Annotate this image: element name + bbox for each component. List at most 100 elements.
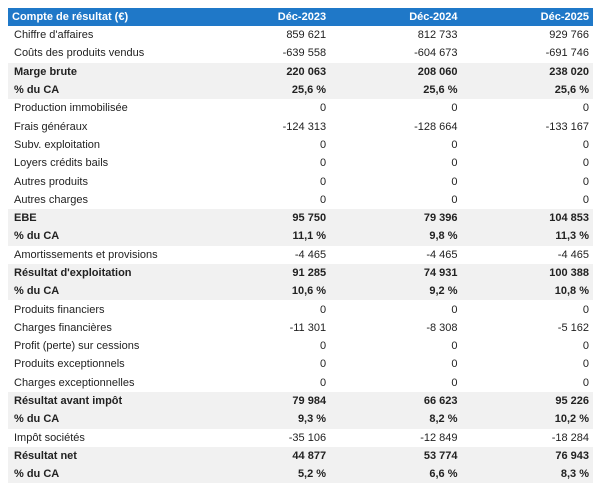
value-cell: 0: [451, 376, 458, 389]
value-cell: 79 396: [330, 208, 462, 228]
value-cell: 25,6 %: [330, 80, 462, 100]
value-cell: -8 308: [426, 321, 458, 334]
value-cell: 95 750: [198, 208, 331, 228]
table-row: % du CA 11,1 % 9,8 % 11,3 %: [8, 227, 593, 246]
value-cell: -604 673: [414, 47, 458, 60]
value-cell: 0: [319, 138, 327, 151]
table-row: Résultat net 44 877 53 774 76 943: [8, 446, 593, 466]
value-cell: -691 746: [545, 47, 589, 60]
header-cell: Compte de résultat (€): [8, 8, 199, 26]
value-cell: 0: [582, 193, 589, 206]
value-cell: 929 766: [549, 29, 589, 42]
value-cell: 79 984: [198, 391, 331, 411]
value-cell: -128 664: [414, 120, 458, 133]
header-row: Compte de résultat (€) Déc-2023 Déc-2024 Dé…: [8, 8, 593, 26]
value-cell: 66 623: [330, 391, 462, 411]
value-cell: 104 853: [461, 208, 593, 228]
table-row: Profit (perte) sur cessions 0 0 0: [8, 337, 593, 355]
value-cell: 11,3 %: [461, 227, 593, 246]
row-label: Résultat net: [8, 446, 199, 466]
value-cell: 74 931: [330, 263, 462, 283]
table-row: Produits financiers 0 0 0: [8, 300, 593, 318]
value-cell: -11 301: [289, 321, 327, 334]
value-cell: -639 558: [282, 47, 327, 60]
row-label: Amortissements et provisions: [14, 248, 158, 261]
table-row: % du CA 10,6 % 9,2 % 10,8 %: [8, 282, 593, 301]
table-row: Charges exceptionnelles 0 0 0: [8, 374, 593, 392]
table-row: Charges financières -11 301 -8 308 -5 162: [8, 319, 593, 337]
value-cell: 0: [582, 358, 589, 371]
value-cell: 0: [582, 303, 589, 316]
value-cell: -4 465: [557, 248, 589, 261]
value-cell: 0: [582, 138, 589, 151]
row-label: EBE: [8, 208, 199, 228]
row-label: % du CA: [8, 80, 199, 100]
value-cell: 8,3 %: [461, 465, 593, 484]
value-cell: 10,8 %: [461, 282, 593, 301]
value-cell: 5,2 %: [198, 465, 331, 484]
value-cell: 0: [319, 376, 327, 389]
table-row: Production immobilisée 0 0 0: [8, 99, 593, 117]
value-cell: -5 162: [557, 321, 589, 334]
value-cell: 25,6 %: [461, 80, 593, 100]
row-label: % du CA: [8, 465, 199, 484]
value-cell: 0: [319, 340, 327, 353]
value-cell: 0: [319, 102, 327, 115]
value-cell: 0: [582, 175, 589, 188]
value-cell: -4 465: [426, 248, 458, 261]
row-label: Subv. exploitation: [14, 138, 101, 151]
row-label: Loyers crédits bails: [14, 157, 109, 170]
value-cell: 238 020: [461, 62, 593, 81]
header-cell: Déc-2024: [330, 8, 462, 26]
value-cell: 0: [319, 193, 327, 206]
value-cell: 0: [451, 340, 458, 353]
value-cell: -133 167: [545, 120, 589, 133]
value-cell: 812 733: [417, 29, 458, 42]
row-label: Marge brute: [8, 62, 199, 81]
table-row: Coûts des produits vendus -639 558 -604 67…: [8, 44, 593, 62]
row-label: Profit (perte) sur cessions: [14, 340, 140, 353]
value-cell: 208 060: [330, 62, 462, 81]
row-label: Résultat d'exploitation: [8, 263, 199, 283]
value-cell: 0: [451, 157, 458, 170]
value-cell: 11,1 %: [198, 227, 331, 246]
value-cell: 8,2 %: [330, 410, 462, 429]
table-body: Chiffre d'affaires 859 621 812 733 929 766 C…: [8, 26, 593, 484]
value-cell: 25,6 %: [198, 80, 331, 100]
value-cell: 0: [582, 102, 589, 115]
value-cell: -124 313: [282, 120, 327, 133]
row-label: Chiffre d'affaires: [14, 29, 94, 42]
table-row: Produits exceptionnels 0 0 0: [8, 355, 593, 373]
value-cell: 0: [451, 303, 458, 316]
value-cell: 44 877: [198, 446, 331, 466]
value-cell: 53 774: [330, 446, 462, 466]
value-cell: 0: [451, 138, 458, 151]
row-label: Frais généraux: [14, 120, 88, 133]
value-cell: 91 285: [198, 263, 331, 283]
table-row: Marge brute 220 063 208 060 238 020: [8, 62, 593, 81]
value-cell: 0: [582, 376, 589, 389]
table-row: Amortissements et provisions -4 465 -4 465…: [8, 246, 593, 264]
row-label: Produits exceptionnels: [14, 358, 125, 371]
value-cell: 100 388: [461, 263, 593, 283]
table-row: Impôt sociétés -35 106 -12 849 -18 284: [8, 429, 593, 447]
table-row: Autres charges 0 0 0: [8, 191, 593, 209]
table-row: Frais généraux -124 313 -128 664 -133 167: [8, 117, 593, 135]
row-label: Impôt sociétés: [14, 431, 85, 444]
value-cell: 9,3 %: [198, 410, 331, 429]
row-label: % du CA: [8, 227, 199, 246]
row-label: % du CA: [8, 282, 199, 301]
row-label: Produits financiers: [14, 303, 105, 316]
value-cell: 0: [451, 193, 458, 206]
row-label: Coûts des produits vendus: [14, 47, 145, 60]
value-cell: 0: [451, 102, 458, 115]
row-label: Autres charges: [14, 193, 88, 206]
table-row: % du CA 5,2 % 6,6 % 8,3 %: [8, 465, 593, 484]
row-label: Résultat avant impôt: [8, 391, 199, 411]
value-cell: 76 943: [461, 446, 593, 466]
table-row: % du CA 9,3 % 8,2 % 10,2 %: [8, 410, 593, 429]
value-cell: 0: [582, 340, 589, 353]
value-cell: -35 106: [288, 431, 327, 444]
header-cell: Déc-2023: [198, 8, 331, 26]
